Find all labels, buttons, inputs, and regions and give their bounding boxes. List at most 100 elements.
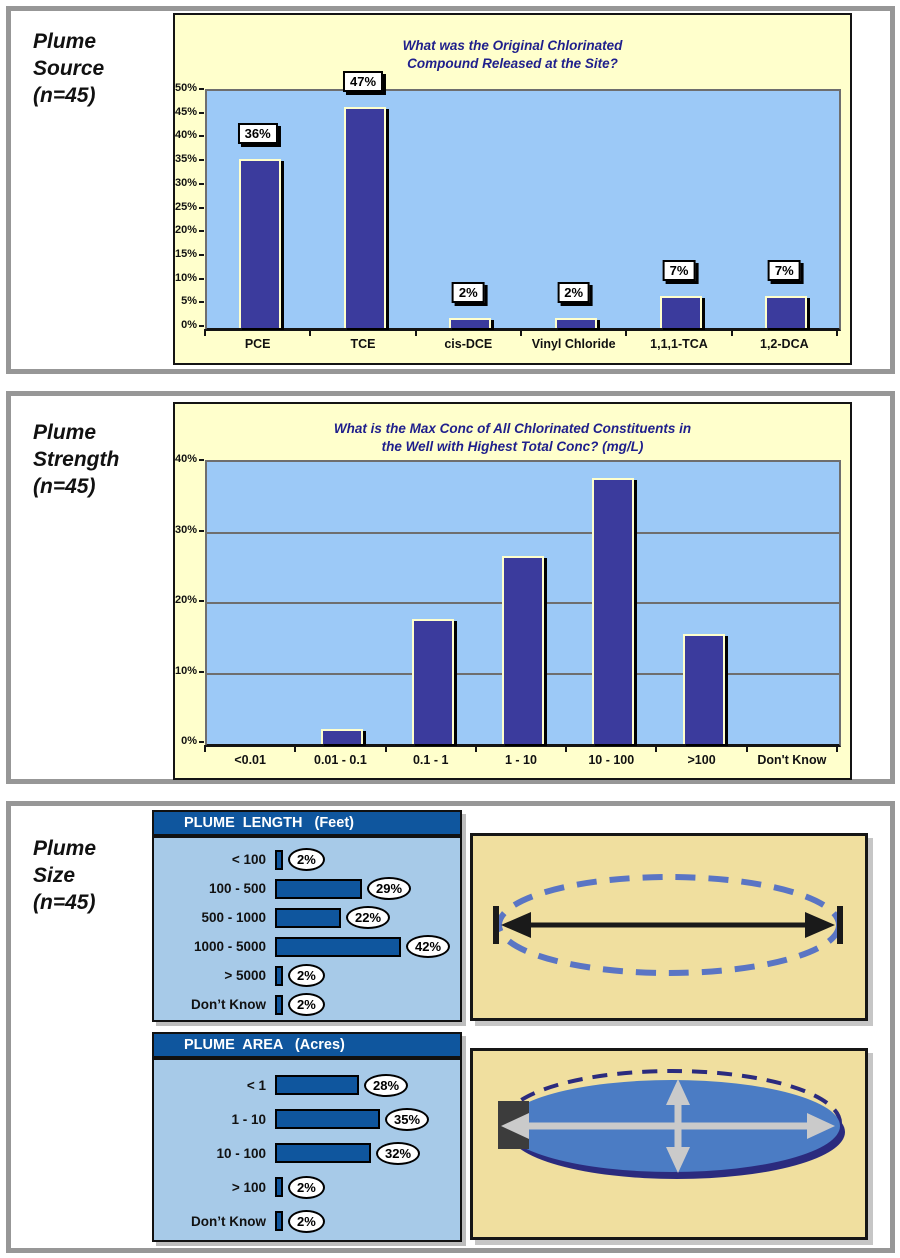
hbar-value-badge: 2% bbox=[288, 1175, 325, 1199]
y-tick-label: 0% bbox=[181, 735, 197, 747]
hbar-value-badge: 42% bbox=[406, 935, 451, 958]
hbar-category-label: > 5000 bbox=[224, 968, 266, 983]
y-tick-label: 40% bbox=[174, 129, 197, 142]
section-label-plume-strength: Plume Strength (n=45) bbox=[33, 421, 120, 498]
y-tick-mark bbox=[199, 741, 204, 743]
hbar-value-badge: 28% bbox=[364, 1073, 409, 1097]
y-tick-label: 15% bbox=[174, 247, 197, 260]
hbar-value-badge: 32% bbox=[376, 1141, 421, 1165]
bar bbox=[344, 106, 386, 328]
bar-value-label: 47% bbox=[342, 70, 384, 92]
bar bbox=[554, 317, 597, 328]
x-tick-mark bbox=[655, 745, 658, 752]
hbar-category-label: 10 - 100 bbox=[216, 1145, 266, 1161]
bar bbox=[682, 634, 725, 744]
bar-value-label: 2% bbox=[557, 281, 591, 303]
x-tick-mark bbox=[565, 745, 568, 752]
hbar-row: 100 - 500 29% bbox=[154, 874, 460, 903]
plume-source-chart: What was the Original Chlorinated Compou… bbox=[173, 13, 852, 365]
hbar-category-label: 1000 - 5000 bbox=[193, 939, 266, 954]
hbar-bar bbox=[275, 936, 401, 957]
y-tick-mark bbox=[199, 277, 204, 280]
y-tick-mark bbox=[199, 182, 204, 185]
bar-value-label: 7% bbox=[767, 260, 801, 282]
y-tick-mark bbox=[199, 670, 204, 673]
x-tick-mark bbox=[414, 329, 417, 336]
x-category-label: Don't Know bbox=[757, 753, 827, 767]
y-tick-label: 35% bbox=[174, 153, 197, 166]
x-category-label: <0.01 bbox=[234, 753, 266, 767]
hbar-value-badge: 22% bbox=[346, 906, 391, 929]
plume-length-panel-header: PLUME LENGTH (Feet) bbox=[152, 810, 462, 836]
hbar-bar bbox=[275, 1109, 380, 1129]
hbar-bar bbox=[275, 878, 362, 899]
y-tick-mark bbox=[199, 159, 204, 162]
y-tick-mark bbox=[199, 301, 204, 304]
plume-area-chart: < 1 28% 1 - 10 35% 10 - 100 32% > 100 2% Don’t K… bbox=[152, 1058, 462, 1242]
plume-length-diagram-svg bbox=[493, 874, 843, 976]
x-category-label: 1 - 10 bbox=[505, 753, 537, 767]
y-tick-label: 20% bbox=[174, 224, 197, 237]
bar bbox=[321, 728, 364, 744]
y-tick-mark bbox=[199, 206, 204, 209]
y-tick-mark bbox=[199, 111, 204, 114]
hbar-row: > 100 2% bbox=[154, 1170, 460, 1204]
section-plume-source: Plume Source (n=45) What was the Origina… bbox=[6, 6, 895, 374]
y-tick-label: 45% bbox=[174, 105, 197, 118]
x-tick-mark bbox=[474, 745, 477, 752]
hbar-bar bbox=[275, 1143, 371, 1163]
height-arrowhead-bottom bbox=[666, 1147, 690, 1173]
plot-area bbox=[205, 89, 841, 331]
y-tick-label: 40% bbox=[174, 453, 197, 465]
y-tick-label: 10% bbox=[174, 271, 197, 284]
y-tick-label: 10% bbox=[174, 664, 197, 677]
x-tick-mark bbox=[625, 329, 628, 336]
plume-length-chart: < 100 2% 100 - 500 29% 500 - 1000 22% 1000 - 5… bbox=[152, 836, 462, 1022]
plume-area-diagram-svg bbox=[498, 1069, 845, 1179]
hbar-value-badge: 2% bbox=[288, 964, 325, 987]
section-label-plume-size: Plume Size (n=45) bbox=[33, 837, 97, 914]
width-arrowhead-left bbox=[501, 1113, 529, 1139]
x-category-label: 10 - 100 bbox=[588, 753, 635, 767]
length-arrowhead-right bbox=[805, 912, 835, 938]
x-tick-mark bbox=[204, 745, 206, 752]
y-tick-mark bbox=[199, 88, 204, 90]
x-category-label: 0.01 - 0.1 bbox=[314, 753, 367, 767]
plume-length-diagram bbox=[470, 833, 868, 1021]
hbar-row: < 100 2% bbox=[154, 845, 460, 874]
y-tick-label: 20% bbox=[174, 594, 197, 606]
hbar-row: > 5000 2% bbox=[154, 961, 460, 990]
hbar-row: Don’t Know 2% bbox=[154, 990, 460, 1019]
hbar-bar bbox=[275, 907, 341, 928]
hbar-bar bbox=[275, 849, 283, 870]
hbar-bar bbox=[275, 965, 283, 986]
x-category-label: PCE bbox=[244, 337, 271, 351]
bar bbox=[660, 296, 702, 328]
x-tick-mark bbox=[294, 745, 297, 752]
hbar-category-label: < 100 bbox=[231, 852, 266, 867]
y-tick-mark bbox=[199, 529, 204, 532]
y-tick-mark bbox=[199, 459, 204, 461]
hbar-category-label: > 100 bbox=[231, 1179, 266, 1195]
chart-title: What was the Original Chlorinated Compou… bbox=[402, 38, 623, 71]
y-tick-label: 5% bbox=[181, 295, 197, 308]
y-tick-label: 30% bbox=[174, 523, 197, 536]
bar bbox=[238, 159, 281, 328]
y-tick-mark bbox=[199, 325, 204, 327]
bar-value-label: 36% bbox=[237, 123, 278, 145]
bar-value-label: 7% bbox=[662, 260, 696, 282]
plume-area-panel-header: PLUME AREA (Acres) bbox=[152, 1032, 462, 1058]
section-plume-strength: Plume Strength (n=45) What is the Max Co… bbox=[6, 391, 895, 784]
bar bbox=[449, 317, 492, 328]
y-tick-mark bbox=[199, 135, 204, 138]
bar bbox=[502, 555, 544, 744]
hbar-category-label: 100 - 500 bbox=[208, 881, 266, 896]
x-category-label: cis-DCE bbox=[444, 337, 493, 351]
bar-value-label: 2% bbox=[451, 281, 485, 303]
x-tick-mark bbox=[384, 745, 387, 752]
x-tick-mark bbox=[520, 329, 522, 336]
x-tick-mark bbox=[204, 329, 206, 336]
width-arrowhead-right bbox=[807, 1113, 835, 1139]
plume-strength-chart: What is the Max Conc of All Chlorinated … bbox=[173, 402, 852, 780]
hbar-row: 1000 - 5000 42% bbox=[154, 932, 460, 961]
